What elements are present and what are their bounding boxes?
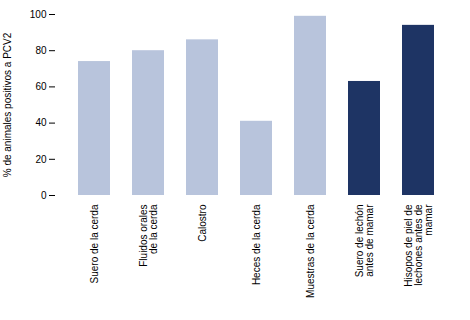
svg-text:80: 80 [35,45,47,56]
svg-text:20: 20 [35,154,47,165]
svg-text:Calostro: Calostro [197,204,208,242]
svg-text:Fluidos oralesde la cerda: Fluidos oralesde la cerda [138,204,159,267]
svg-text:60: 60 [35,81,47,92]
svg-text:Suero de lechónantes de mamar: Suero de lechónantes de mamar [354,204,375,278]
svg-text:Suero de la cerda: Suero de la cerda [89,204,100,283]
svg-text:Heces de la cerda: Heces de la cerda [251,204,262,285]
svg-text:40: 40 [35,117,47,128]
svg-text:% de animales positivos a PCV2: % de animales positivos a PCV2 [2,32,13,177]
svg-text:Muestras de la cerda: Muestras de la cerda [305,204,316,298]
svg-text:0: 0 [41,190,47,201]
svg-text:100: 100 [30,9,47,20]
svg-text:Hisopos de piel delechones ant: Hisopos de piel delechones antes demamar [403,204,434,287]
